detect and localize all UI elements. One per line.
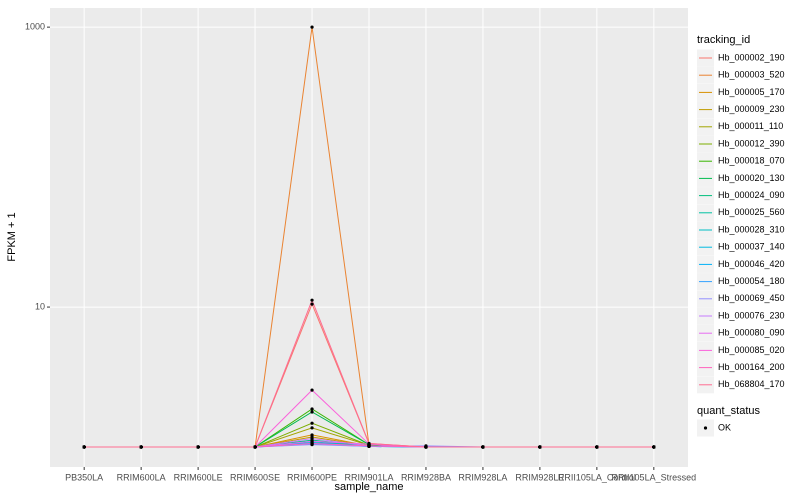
legend-label: Hb_000011_110 bbox=[718, 121, 783, 131]
data-point bbox=[424, 445, 428, 449]
legend-title: tracking_id bbox=[697, 34, 750, 46]
legend-label: Hb_000024_090 bbox=[718, 190, 785, 200]
legend-label: Hb_000025_560 bbox=[718, 207, 785, 217]
data-point bbox=[310, 421, 314, 425]
data-point bbox=[196, 445, 200, 449]
y-tick-label: 1000 bbox=[25, 22, 45, 32]
data-point bbox=[310, 25, 314, 29]
x-tick-label: RRII105LA_Control bbox=[558, 472, 636, 482]
data-point bbox=[310, 439, 314, 443]
x-tick-label: PB350LA bbox=[65, 472, 103, 482]
x-tick-label: RRIM928BA bbox=[401, 472, 451, 482]
data-point bbox=[82, 445, 86, 449]
legend-label: Hb_000012_390 bbox=[718, 138, 785, 148]
x-tick-label: RRIM901LA bbox=[344, 472, 393, 482]
data-point bbox=[310, 298, 314, 302]
data-point bbox=[538, 445, 542, 449]
legend-label: Hb_000020_130 bbox=[718, 173, 785, 183]
legend-label: Hb_000054_180 bbox=[718, 276, 785, 286]
legend-label: Hb_000003_520 bbox=[718, 70, 785, 80]
x-tick-label: RRII105LA_Stressed bbox=[612, 472, 697, 482]
legend-label: Hb_000037_140 bbox=[718, 242, 785, 252]
data-point bbox=[595, 445, 599, 449]
data-point bbox=[139, 445, 143, 449]
data-point bbox=[310, 436, 314, 441]
y-axis-title: FPKM + 1 bbox=[6, 212, 18, 261]
data-point bbox=[652, 445, 656, 449]
legend-label: Hb_000009_230 bbox=[718, 104, 785, 114]
data-point bbox=[310, 302, 314, 306]
data-point bbox=[310, 426, 314, 430]
x-tick-label: RRIM600SE bbox=[230, 472, 280, 482]
x-tick-label: RRIM600PE bbox=[287, 472, 337, 482]
legend-label: OK bbox=[718, 422, 731, 432]
legend-label: Hb_000085_020 bbox=[718, 345, 785, 355]
legend-swatch bbox=[703, 426, 708, 430]
legend-label: Hb_000076_230 bbox=[718, 310, 785, 320]
x-axis-title: sample_name bbox=[334, 481, 403, 493]
legend-label: Hb_000080_090 bbox=[718, 328, 785, 338]
legend-title: quant_status bbox=[697, 405, 760, 417]
data-point bbox=[310, 410, 314, 414]
data-point bbox=[481, 445, 485, 449]
legend-label: Hb_000018_070 bbox=[718, 156, 785, 166]
legend-label: Hb_000046_420 bbox=[718, 259, 785, 269]
x-tick-label: RRIM600LE bbox=[174, 472, 223, 482]
data-point bbox=[310, 407, 314, 411]
data-point bbox=[367, 441, 371, 446]
data-point bbox=[253, 445, 257, 449]
x-tick-label: RRIM600LA bbox=[117, 472, 166, 482]
y-tick-label: 10 bbox=[35, 301, 45, 311]
legend-label: Hb_000164_200 bbox=[718, 362, 785, 372]
legend-label: Hb_000028_310 bbox=[718, 224, 785, 234]
x-tick-label: RRIM928LA bbox=[458, 472, 507, 482]
legend-label: Hb_000005_170 bbox=[718, 87, 785, 97]
data-point bbox=[367, 444, 371, 448]
legend-label: Hb_068804_170 bbox=[718, 379, 785, 389]
legend-label: Hb_000069_450 bbox=[718, 293, 785, 303]
legend-label: Hb_000002_190 bbox=[718, 52, 785, 62]
data-point bbox=[310, 441, 314, 446]
data-point bbox=[310, 388, 314, 392]
x-tick-label: RRIM928LE bbox=[515, 472, 564, 482]
